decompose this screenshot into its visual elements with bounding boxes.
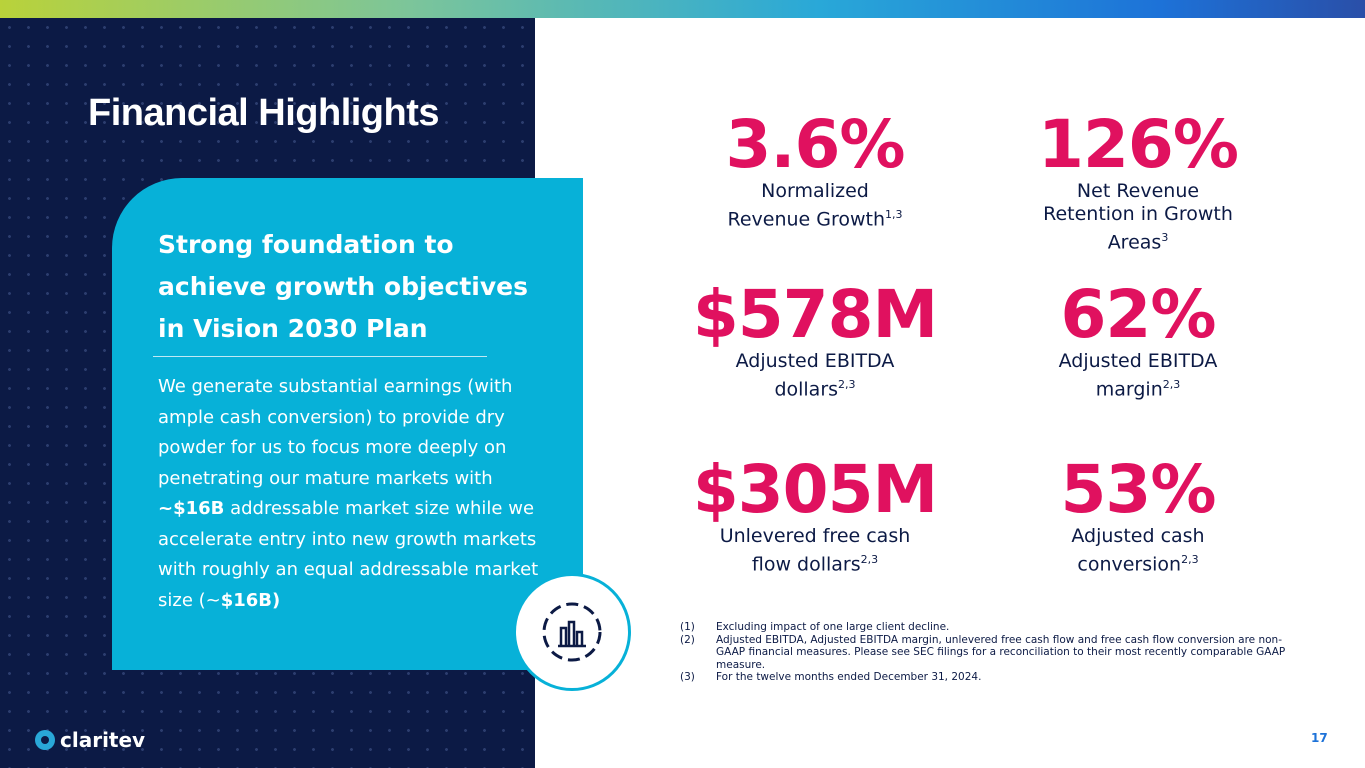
- label-text: dollars: [774, 378, 839, 401]
- metric: 3.6% Normalized Revenue Growth1,3: [655, 110, 975, 231]
- label-line: dollars2,3: [655, 373, 975, 401]
- footnote: (2) Adjusted EBITDA, Adjusted EBITDA marg…: [680, 634, 1310, 672]
- label-line: Adjusted EBITDA: [655, 350, 975, 373]
- body-run: ~$16B: [158, 498, 225, 519]
- body-run: $16B): [220, 589, 281, 611]
- label-text: Normalized: [761, 180, 869, 202]
- logo-mark: [35, 730, 55, 750]
- logo: claritev: [34, 728, 145, 752]
- footnote-ref: 2,3: [838, 378, 856, 391]
- label-text: Retention in Growth: [1043, 203, 1233, 225]
- label-text: Areas: [1107, 231, 1162, 254]
- label-line: conversion2,3: [978, 548, 1298, 576]
- icon-graphic: [542, 602, 602, 662]
- metric: $578M Adjusted EBITDA dollars2,3: [655, 280, 975, 401]
- footnote-num: (2): [680, 633, 695, 646]
- footnote-ref: 3: [1161, 231, 1169, 244]
- label-text: Net Revenue: [1076, 180, 1200, 202]
- label-text: Unlevered free cash: [719, 525, 911, 547]
- footnote-num: (1): [680, 621, 695, 633]
- footnotes: (1) Excluding impact of one large client …: [680, 621, 1310, 684]
- metric-value: $305M: [692, 451, 938, 528]
- label-line: Retention in Growth: [978, 203, 1298, 226]
- title: Financial Highlights: [88, 92, 440, 134]
- footnote: (3) For the twelve months ended December …: [680, 671, 1310, 684]
- label-text: Adjusted cash: [1071, 525, 1205, 547]
- metric-value: 3.6%: [725, 106, 905, 183]
- label-text: flow dollars: [751, 553, 861, 576]
- footnote-ref: 2,3: [860, 553, 879, 566]
- card-heading: Strong foundation to achieve growth obje…: [158, 230, 528, 343]
- metric: 62% Adjusted EBITDA margin2,3: [978, 280, 1298, 401]
- metric-label: Adjusted cash conversion2,3: [978, 525, 1298, 576]
- label-line: Adjusted cash: [978, 525, 1298, 548]
- card: Strong foundation to achieve growth obje…: [112, 178, 583, 670]
- label-text: Revenue Growth: [727, 208, 886, 231]
- metric: 53% Adjusted cash conversion2,3: [978, 455, 1298, 576]
- metric-label: Adjusted EBITDA margin2,3: [978, 350, 1298, 401]
- label-text: conversion: [1077, 553, 1182, 576]
- chart-icon: [513, 573, 631, 691]
- body-run: We generate substantial earnings (with a…: [158, 376, 513, 489]
- metric: $305M Unlevered free cash flow dollars2,3: [655, 455, 975, 576]
- footnote-text: Adjusted EBITDA, Adjusted EBITDA margin,…: [716, 633, 1286, 671]
- metric-value: $578M: [692, 276, 938, 353]
- label-text: Adjusted EBITDA: [1058, 350, 1218, 372]
- page-number: 17: [1311, 731, 1328, 745]
- top-bar: [0, 0, 1365, 18]
- label-text: Adjusted EBITDA: [735, 350, 895, 372]
- divider: [153, 356, 487, 357]
- footnote-ref: 2,3: [1162, 378, 1181, 391]
- card-body: We generate substantial earnings (with a…: [158, 372, 558, 616]
- metric-label: Net Revenue Retention in Growth Areas3: [978, 180, 1298, 254]
- metric-label: Normalized Revenue Growth1,3: [655, 180, 975, 231]
- label-text: margin: [1095, 378, 1163, 401]
- footnote-text: For the twelve months ended December 31,…: [716, 671, 982, 683]
- label-line: Normalized: [655, 180, 975, 203]
- footnote-ref: 1,3: [885, 208, 903, 221]
- label-line: Revenue Growth1,3: [655, 203, 975, 231]
- label-line: Areas3: [978, 226, 1298, 254]
- footnote-text: Excluding impact of one large client dec…: [716, 621, 950, 633]
- label-line: margin2,3: [978, 373, 1298, 401]
- label-line: Net Revenue: [978, 180, 1298, 203]
- label-line: Unlevered free cash: [655, 525, 975, 548]
- metric-label: Unlevered free cash flow dollars2,3: [655, 525, 975, 576]
- metric: 126% Net Revenue Retention in Growth Areas3: [978, 110, 1298, 254]
- footnote: (1) Excluding impact of one large client …: [680, 621, 1310, 634]
- label-line: flow dollars2,3: [655, 548, 975, 576]
- body-run: addressable market size while we acceler…: [158, 498, 539, 611]
- label-line: Adjusted EBITDA: [978, 350, 1298, 373]
- metric-value: 62%: [1060, 276, 1217, 353]
- metric-value: 126%: [1038, 106, 1239, 183]
- metric-value: 53%: [1060, 451, 1217, 528]
- metric-label: Adjusted EBITDA dollars2,3: [655, 350, 975, 401]
- footnote-num: (3): [680, 671, 695, 683]
- footnote-ref: 2,3: [1181, 553, 1199, 566]
- logo-text: claritev: [60, 728, 146, 752]
